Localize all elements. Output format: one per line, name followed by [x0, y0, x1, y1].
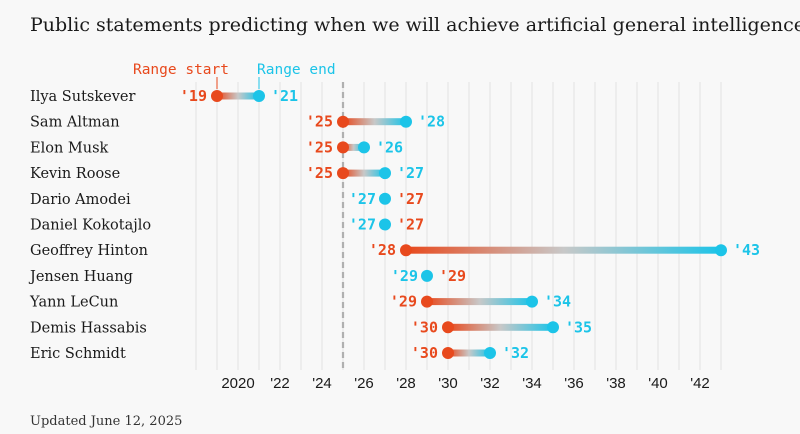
person-name: Ilya Sutskever: [30, 89, 135, 105]
x-tick-label: '40: [648, 375, 668, 392]
start-year-label: '29: [439, 267, 466, 285]
range-bar: [343, 118, 406, 126]
end-dot: [421, 269, 433, 282]
end-dot: [379, 218, 391, 231]
x-tick-label: '38: [606, 375, 626, 392]
start-dot: [442, 347, 454, 359]
range-bar: [343, 143, 364, 151]
start-year-label: '25: [306, 164, 333, 182]
end-dot: [400, 115, 412, 128]
x-tick-label: '26: [354, 375, 374, 392]
start-dot: [421, 295, 433, 308]
person-name: Elon Musk: [30, 140, 109, 156]
start-year-label: '30: [411, 344, 438, 362]
person-name: Geoffrey Hinton: [30, 243, 148, 259]
x-tick-label: '34: [522, 375, 542, 392]
range-bar: [448, 349, 490, 357]
legend-end-label: Range end: [257, 62, 336, 78]
start-dot: [337, 115, 349, 128]
end-year-label: '34: [544, 293, 571, 311]
end-dot: [379, 167, 391, 180]
start-year-label: '25: [306, 113, 333, 131]
end-year-label: '27: [349, 190, 376, 208]
end-dot: [484, 347, 496, 359]
legend: Range start Range end: [133, 62, 336, 89]
end-dot: [526, 295, 538, 308]
chart-title: Public statements predicting when we wil…: [30, 14, 800, 36]
start-year-label: '27: [397, 190, 424, 208]
end-dot: [358, 141, 370, 154]
start-year-label: '25: [306, 138, 333, 156]
end-year-label: '27: [397, 164, 424, 182]
updated-note: Updated June 12, 2025: [30, 414, 183, 429]
start-year-label: '19: [180, 87, 207, 105]
person-name: Eric Schmidt: [30, 346, 126, 362]
legend-start-label: Range start: [133, 62, 229, 78]
person-name: Kevin Roose: [30, 166, 120, 182]
range-bar: [343, 169, 385, 177]
start-dot: [337, 167, 349, 180]
start-year-label: '27: [397, 216, 424, 234]
person-name: Dario Amodei: [30, 192, 131, 208]
start-year-label: '30: [411, 318, 438, 336]
range-bars: [217, 92, 721, 357]
x-tick-label: '24: [312, 375, 332, 392]
range-bar: [448, 323, 553, 331]
start-dot: [337, 141, 349, 154]
end-year-label: '27: [349, 216, 376, 234]
x-tick-label: '22: [270, 375, 290, 392]
start-dot: [442, 321, 454, 334]
x-tick-label: '28: [396, 375, 416, 392]
x-tick-label: '30: [438, 375, 458, 392]
start-year-label: '29: [390, 293, 417, 311]
person-name: Daniel Kokotajlo: [30, 218, 151, 234]
range-dots: [211, 90, 727, 359]
start-year-label: '28: [369, 241, 396, 259]
person-name: Sam Altman: [30, 115, 120, 131]
person-name: Yann LeCun: [29, 295, 118, 311]
x-tick-label: '36: [564, 375, 584, 392]
range-bar: [217, 92, 259, 100]
x-tick-label: '32: [480, 375, 500, 392]
range-bar: [427, 298, 532, 306]
end-dot: [253, 90, 265, 102]
range-bar: [406, 246, 721, 254]
end-year-label: '43: [733, 241, 760, 259]
person-name: Jensen Huang: [28, 269, 133, 285]
start-dot: [400, 244, 412, 257]
x-tick-label: 2020: [221, 375, 254, 392]
end-dot: [715, 244, 727, 257]
person-name: Demis Hassabis: [30, 320, 147, 336]
x-tick-label: '42: [690, 375, 710, 392]
x-axis-ticks: 2020 '22 '24 '26 '28 '30 '32 '34 '36 '38 '40 '42: [221, 375, 709, 392]
data-labels: '19'21'25'28'25'26'25'27'27'27'27'27'28 '…: [180, 87, 760, 362]
start-dot: [211, 90, 223, 102]
end-year-label: '35: [565, 318, 592, 336]
end-year-label: '21: [271, 87, 298, 105]
end-dot: [379, 192, 391, 205]
end-year-label: '28: [418, 113, 445, 131]
end-dot: [547, 321, 559, 334]
end-year-label: '29: [391, 267, 418, 285]
end-year-label: '32: [502, 344, 529, 362]
person-labels: Ilya Sutskever Sam Altman Elon Musk Kevin R…: [28, 89, 151, 362]
end-year-label: '26: [376, 138, 403, 156]
